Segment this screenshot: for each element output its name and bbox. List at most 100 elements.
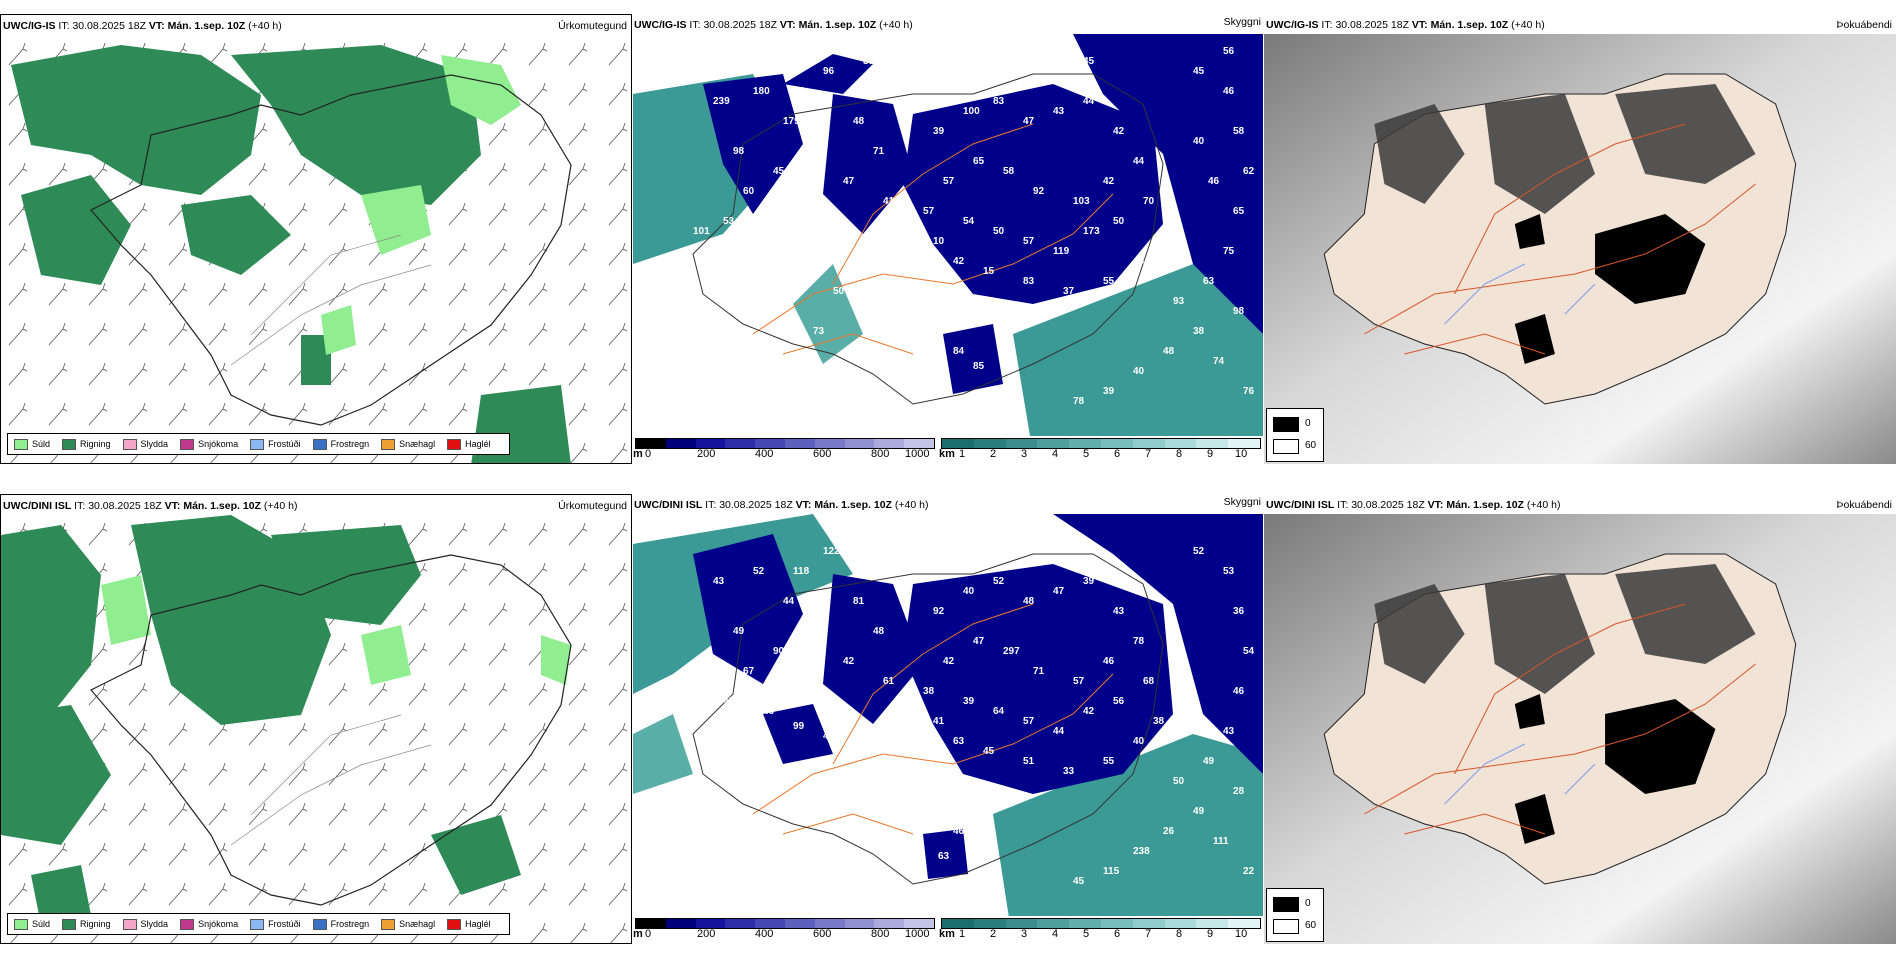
colorbar-segment <box>973 919 1006 928</box>
cloud-base-value: 51 <box>1023 756 1035 767</box>
cloud-base-value: 98 <box>733 146 745 157</box>
cloud-base-value: 48 <box>853 116 865 127</box>
cloud-base-value: 173 <box>1083 226 1100 237</box>
precip-legend: Súld Rigning Slydda Snjókoma Frostúði Fr… <box>7 433 510 455</box>
vt-label: VT: <box>164 500 181 512</box>
cloud-base-value: 43 <box>713 576 725 587</box>
cloud-base-value: 180 <box>753 86 770 97</box>
cloud-base-unit: m <box>633 928 643 940</box>
cloud-base-value: 50 <box>1113 216 1125 227</box>
cloud-base-value: 45 <box>1083 56 1095 67</box>
rivers <box>1444 263 1596 325</box>
cloud-base-value: 45 <box>1073 876 1085 887</box>
cloud-base-value: 41 <box>883 196 895 207</box>
panel-title-visibility: Skyggni <box>1221 16 1263 28</box>
road-network <box>1364 603 1756 835</box>
legend-label: Frostregn <box>330 919 370 929</box>
cloud-base-value: 28 <box>983 46 995 57</box>
panel-header: UWC/DINI ISL IT: 30.08.2025 18Z VT: Mán.… <box>3 499 629 513</box>
visibility-map: 2391801799845604871474139100834743444244… <box>633 34 1263 464</box>
cloud-base-value: 46 <box>1208 176 1220 187</box>
cloud-base-value: 46 <box>763 706 775 717</box>
cloud-base-value: 55 <box>1103 756 1115 767</box>
sea-low-cloud <box>1073 34 1263 334</box>
colorbar-segment <box>1100 919 1133 928</box>
swatch-freezing-rain <box>312 438 327 450</box>
cloud-base-value: 126 <box>693 706 710 717</box>
cloud-base-value: 118 <box>793 566 810 577</box>
cloud-base-value: 53 <box>723 216 735 227</box>
legend-label: Slydda <box>140 919 169 929</box>
tick: 600 <box>813 448 832 460</box>
cloud-base-value: 48 <box>873 626 885 637</box>
legend-item: Snæhagl <box>381 438 435 450</box>
cloud-base-value: 42 <box>843 656 855 667</box>
cloud-base-value: 65 <box>973 156 985 167</box>
cloud-base-value: 44 <box>1083 96 1095 107</box>
cloud-base-value: 89 <box>713 256 725 267</box>
cloud-base-value: 56 <box>1113 696 1125 707</box>
panel-title-precip: Úrkomutegund <box>558 20 627 32</box>
legend-item: Rigning <box>62 918 111 930</box>
cloud-base-value: 64 <box>763 226 775 237</box>
cloud-base-value: 111 <box>1213 836 1229 847</box>
legend-item: Haglél <box>447 918 491 930</box>
legend-label: Rigning <box>80 919 111 929</box>
cloud-base-value: 33 <box>1063 766 1075 777</box>
colorbar-segment <box>1196 919 1229 928</box>
colorbar-segment <box>695 439 726 448</box>
cloud-base-value: 46 <box>1233 686 1245 697</box>
it-label: IT: <box>74 500 86 512</box>
panel-title-fog: Þokuábendi <box>1836 499 1892 511</box>
swatch-snow <box>180 438 195 450</box>
cloud-base-value: 71 <box>873 146 885 157</box>
cloud-base-value: 15 <box>983 266 995 277</box>
cloud-base-value: 65 <box>1233 206 1245 217</box>
colorbar-segment <box>942 439 974 448</box>
vt-label: VT: <box>148 20 165 32</box>
cloud-base-value: 48 <box>1163 346 1175 357</box>
cloud-base-value: 49 <box>1203 756 1215 767</box>
cloud-base-value: 52 <box>913 376 925 387</box>
cloud-base-value: 92 <box>1033 186 1045 197</box>
legend-item: Frostregn <box>312 438 369 450</box>
low-cloud-areas <box>703 54 1163 394</box>
cloud-base-value: 90 <box>773 646 785 657</box>
cloud-base-value: 179 <box>783 116 800 127</box>
tick: 800 <box>871 928 890 940</box>
colorbar-segment <box>1005 919 1038 928</box>
colorbar-segment <box>1132 439 1165 448</box>
cloud-base-value: 54 <box>783 686 795 697</box>
colorbar-segment <box>844 919 875 928</box>
swatch-sleet <box>122 438 137 450</box>
cloud-base-value: 52 <box>1193 546 1205 557</box>
tick: 9 <box>1207 448 1214 460</box>
rain-areas <box>11 45 571 463</box>
road-network <box>1364 123 1756 355</box>
legend-item: Slydda <box>122 918 169 930</box>
fog-index-panel: UWC/DINI ISL IT: 30.08.2025 18Z VT: Mán.… <box>1264 494 1896 944</box>
cloud-base-value: 49 <box>1193 806 1205 817</box>
legend-label: Haglél <box>465 919 491 929</box>
colorbar-segment <box>874 919 905 928</box>
cloud-base-value: 83 <box>993 96 1005 107</box>
cloud-base-value: 56 <box>823 251 835 262</box>
cloud-base-value: 173 <box>863 296 880 307</box>
cloud-base-value: 96 <box>823 66 835 77</box>
cloud-base-value: 50 <box>993 226 1005 237</box>
colorbar-segment <box>904 439 934 448</box>
cloud-base-value: 22 <box>1243 866 1255 877</box>
fog-map <box>1264 34 1896 464</box>
tick: 400 <box>755 928 774 940</box>
legend-item: Frostúði <box>250 438 301 450</box>
cloud-base-value: 81 <box>863 536 875 547</box>
tick: 5 <box>1083 448 1090 460</box>
cloud-base-value: 38 <box>1153 716 1165 727</box>
visibility-map: 4352444990678148426192405248473943784657… <box>633 514 1263 944</box>
cloud-base-value: 63 <box>1203 276 1215 287</box>
cloud-base-value: 74 <box>1213 356 1225 367</box>
cloud-base-value: 55 <box>903 556 915 567</box>
cloud-base-value: 40 <box>1133 366 1145 377</box>
cloud-base-value: 42 <box>753 46 765 57</box>
cloud-base-value: 50 <box>1173 776 1185 787</box>
